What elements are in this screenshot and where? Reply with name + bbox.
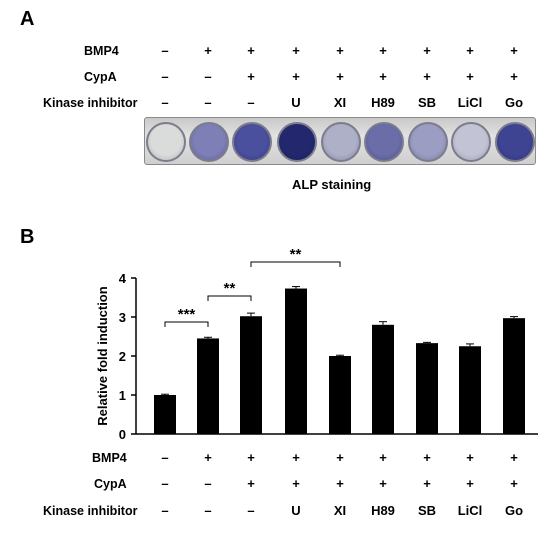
panel-a-cell: + [423, 69, 431, 84]
panel-b-cell: – [204, 503, 212, 518]
panel-b-row-label: BMP4 [92, 451, 127, 465]
staining-well [146, 122, 186, 162]
alp-staining-plate [144, 117, 536, 165]
panel-a-cell: – [161, 95, 169, 110]
panel-b-cell: SB [417, 503, 437, 518]
panel-b-cell: + [466, 476, 474, 491]
panel-b-cell: + [336, 450, 344, 465]
panel-b-cell: + [292, 450, 300, 465]
panel-a-cell: U [291, 95, 301, 110]
y-tick-label: 2 [119, 349, 126, 364]
panel-b-cell: – [161, 476, 169, 491]
y-axis-label: Relative fold induction [95, 286, 110, 425]
y-tick-label: 1 [119, 388, 126, 403]
panel-b-cell: + [247, 450, 255, 465]
bar [154, 395, 176, 434]
panel-b-cell: + [379, 450, 387, 465]
bar [285, 288, 307, 434]
staining-well [495, 122, 535, 162]
bar [240, 316, 262, 434]
bar [372, 324, 394, 434]
panel-b-cell: + [292, 476, 300, 491]
panel-b-cell: – [161, 503, 169, 518]
panel-b-cell: – [247, 503, 255, 518]
panel-b-cell: + [510, 450, 518, 465]
significance-label: ** [224, 280, 236, 297]
panel-b-cell: LiCl [457, 503, 483, 518]
panel-a-row-label: Kinase inhibitor [43, 96, 138, 110]
panel-b-cell: + [379, 476, 387, 491]
bar [503, 318, 525, 434]
panel-a-cell: Go [504, 95, 524, 110]
panel-a-cell: + [292, 69, 300, 84]
alp-staining-caption: ALP staining [292, 177, 372, 192]
y-tick-label: 4 [119, 271, 127, 286]
panel-a-cell: – [161, 43, 169, 58]
bar [329, 356, 351, 434]
panel-b-row-label: CypA [94, 477, 127, 491]
panel-a-cell: + [423, 43, 431, 58]
panel-a-cell: + [204, 43, 212, 58]
panel-a-cell: + [379, 69, 387, 84]
significance-bracket [164, 321, 209, 327]
bar [459, 346, 481, 434]
panel-b-cell: + [510, 476, 518, 491]
significance-label: *** [178, 306, 196, 323]
panel-a-cell: + [247, 69, 255, 84]
panel-a-cell: H89 [371, 95, 395, 110]
panel-a-cell: + [510, 69, 518, 84]
panel-b-cell: XI [333, 503, 347, 518]
panel-b-row-label: Kinase inhibitor [43, 504, 138, 518]
significance-bracket [250, 261, 341, 267]
bar [416, 343, 438, 434]
panel-a-cell: + [336, 69, 344, 84]
panel-a-label: A [20, 8, 35, 30]
panel-b-cell: + [247, 476, 255, 491]
significance-label: ** [290, 246, 302, 263]
panel-a-row-label: BMP4 [84, 44, 119, 58]
panel-a-cell: + [510, 43, 518, 58]
panel-a-cell: + [247, 43, 255, 58]
panel-b-cell: – [204, 476, 212, 491]
panel-a-cell: – [161, 69, 169, 84]
panel-a-cell: – [247, 95, 255, 110]
staining-well [189, 122, 229, 162]
bar [197, 338, 219, 434]
panel-a-cell: LiCl [457, 95, 483, 110]
panel-b-cell: + [466, 450, 474, 465]
staining-well [232, 122, 272, 162]
panel-a-cell: – [204, 69, 212, 84]
staining-well [408, 122, 448, 162]
panel-b-cell: – [161, 450, 169, 465]
panel-b-cell: Go [504, 503, 524, 518]
panel-b-cell: U [291, 503, 301, 518]
panel-b-label: B [20, 226, 35, 248]
y-tick-label: 3 [119, 310, 126, 325]
panel-a-cell: + [466, 69, 474, 84]
panel-a-cell: – [204, 95, 212, 110]
panel-a-cell: + [292, 43, 300, 58]
staining-well [364, 122, 404, 162]
panel-b-cell: + [423, 476, 431, 491]
staining-well [277, 122, 317, 162]
panel-b-cell: + [423, 450, 431, 465]
panel-a-cell: + [336, 43, 344, 58]
panel-b-cell: H89 [371, 503, 395, 518]
staining-well [321, 122, 361, 162]
staining-well [451, 122, 491, 162]
panel-a-cell: SB [417, 95, 437, 110]
panel-a-cell: + [379, 43, 387, 58]
y-tick-label: 0 [119, 427, 126, 442]
panel-b-cell: + [336, 476, 344, 491]
significance-bracket [207, 295, 252, 301]
panel-a-row-label: CypA [84, 70, 117, 84]
panel-b-cell: + [204, 450, 212, 465]
panel-a-cell: XI [333, 95, 347, 110]
panel-a-cell: + [466, 43, 474, 58]
